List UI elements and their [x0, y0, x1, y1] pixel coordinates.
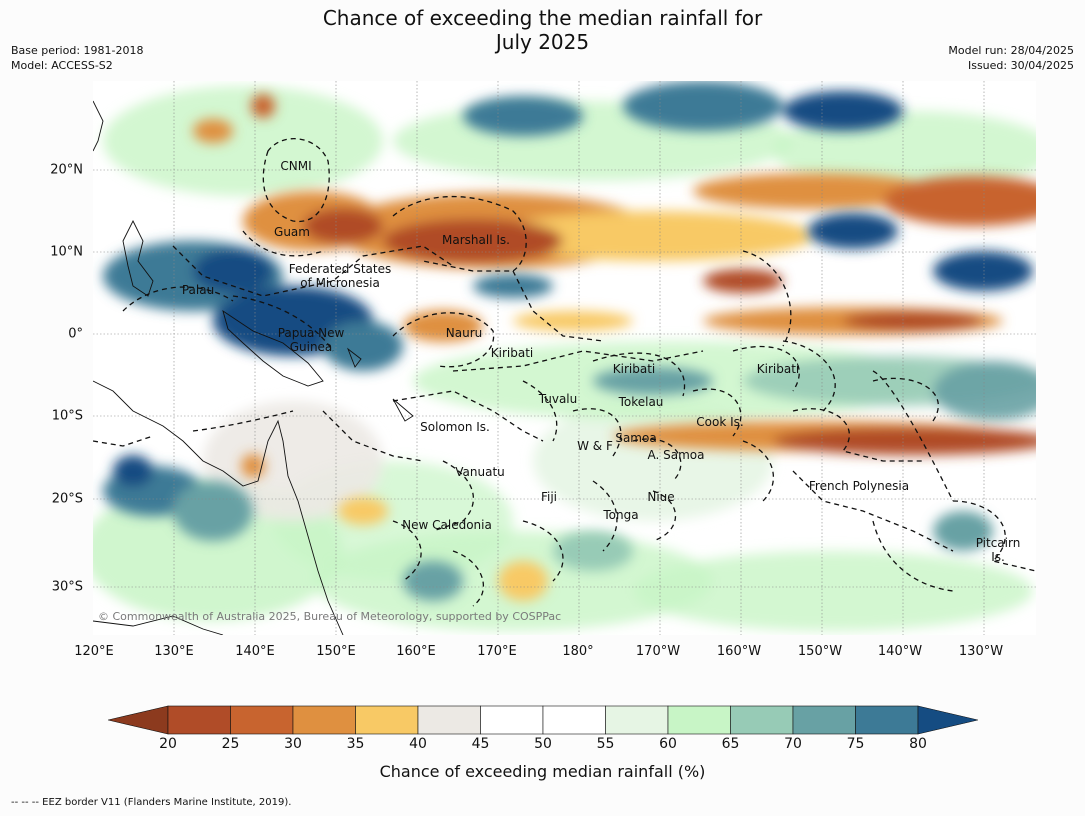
region-label-kiribati-east: Kiribati — [756, 362, 800, 376]
colorbar-tick-label: 50 — [534, 736, 552, 752]
colorbar-segments — [108, 705, 978, 735]
colorbar-segment — [667, 705, 731, 735]
region-label-nauru: Nauru — [445, 326, 483, 340]
title-line-2: July 2025 — [495, 30, 590, 54]
colorbar-segment — [355, 705, 419, 735]
model-run: Model run: 28/04/2025 — [948, 44, 1074, 57]
title-line-1: Chance of exceeding the median rainfall … — [322, 6, 763, 30]
graticule — [93, 81, 1036, 635]
lat-tick-label: 10°N — [50, 244, 83, 260]
map-title: Chance of exceeding the median rainfall … — [0, 6, 1085, 54]
colorbar-extend-high — [917, 705, 978, 735]
region-label-niue: Niue — [647, 490, 675, 504]
region-label-palau: Palau — [181, 283, 215, 297]
region-label-micronesia: Federated States of Micronesia — [288, 262, 392, 290]
colorbar-tick-label: 60 — [659, 736, 677, 752]
colorbar-tick-label: 70 — [784, 736, 802, 752]
colorbar-segment — [542, 705, 606, 735]
colorbar-segment — [230, 705, 294, 735]
lon-tick-label: 140°W — [877, 644, 923, 659]
colorbar-segment — [167, 705, 231, 735]
issued-date: Issued: 30/04/2025 — [967, 59, 1074, 72]
lon-tick-label: 160°E — [396, 644, 436, 659]
colorbar-segment — [292, 705, 356, 735]
region-label-kiribati-central: Kiribati — [612, 362, 656, 376]
region-label-pitcairn-is: Pitcairn Is. — [975, 536, 1021, 564]
colorbar-tick-label: 30 — [284, 736, 302, 752]
region-label-tokelau: Tokelau — [618, 395, 664, 409]
colorbar-tick-label: 75 — [846, 736, 865, 752]
colorbar-tick-label: 35 — [346, 736, 365, 752]
colorbar-title: Chance of exceeding median rainfall (%) — [379, 762, 706, 781]
region-label-wallis-futuna: W & F — [577, 439, 613, 453]
colorbar-tick-label: 65 — [721, 736, 740, 752]
region-label-guam: Guam — [274, 225, 310, 239]
colorbar-segment — [855, 705, 919, 735]
lat-tick-label: 20°S — [51, 491, 83, 507]
region-label-kiribati-west: Kiribati — [490, 346, 534, 360]
copyright-notice: © Commonwealth of Australia 2025, Bureau… — [98, 610, 562, 623]
colorbar-tick-label: 45 — [471, 736, 490, 752]
region-label-tonga: Tonga — [603, 508, 639, 522]
eez-legend-footer: -- -- -- EEZ border V11 (Flanders Marine… — [11, 797, 292, 808]
colorbar-tick-label: 55 — [596, 736, 615, 752]
coastlines — [93, 100, 414, 635]
colorbar-segment — [480, 705, 544, 735]
model-name: Model: ACCESS-S2 — [11, 59, 113, 72]
lat-tick-label: 0° — [68, 326, 83, 342]
region-label-cnmi: CNMI — [280, 159, 312, 173]
wet-anomaly-band — [103, 81, 1033, 601]
rainfall-map — [93, 81, 1036, 635]
lon-tick-label: 150°E — [316, 644, 356, 659]
region-label-american-samoa: A. Samoa — [647, 448, 705, 462]
region-label-french-polynesia: French Polynesia — [808, 479, 910, 493]
region-label-vanuatu: Vanuatu — [455, 465, 505, 479]
colorbar-tick-label: 80 — [909, 736, 927, 752]
lat-tick-label: 30°S — [51, 579, 83, 595]
base-period: Base period: 1981-2018 — [11, 44, 144, 57]
region-label-new-caledonia: New Caledonia — [402, 518, 492, 532]
region-label-marshall-is: Marshall Is. — [442, 233, 510, 247]
map-panel — [93, 81, 1036, 635]
colorbar-extend-low — [108, 705, 169, 735]
region-label-solomon-is: Solomon Is. — [420, 420, 490, 434]
lon-tick-label: 120°E — [74, 644, 114, 659]
lon-tick-label: 130°E — [154, 644, 194, 659]
lon-tick-label: 150°W — [797, 644, 843, 659]
lon-tick-label: 140°E — [235, 644, 275, 659]
meta-left: Base period: 1981-2018 Model: ACCESS-S2 — [11, 43, 143, 73]
colorbar-segment — [730, 705, 794, 735]
lon-tick-label: 170°E — [477, 644, 517, 659]
region-label-samoa: Samoa — [615, 431, 657, 445]
colorbar-segment — [605, 705, 669, 735]
colorbar-segment — [417, 705, 481, 735]
colorbar-tick-label: 40 — [409, 736, 427, 752]
eez-borders — [93, 138, 1036, 607]
lat-tick-label: 20°N — [50, 162, 83, 178]
lon-tick-label: 130°W — [958, 644, 1004, 659]
colorbar — [108, 705, 978, 735]
colorbar-segment — [792, 705, 856, 735]
colorbar-tick-label: 25 — [221, 736, 240, 752]
meta-right: Model run: 28/04/2025 Issued: 30/04/2025 — [948, 43, 1074, 73]
region-label-fiji: Fiji — [540, 490, 558, 504]
region-label-tuvalu: Tuvalu — [538, 392, 578, 406]
lon-tick-label: 180° — [562, 644, 594, 659]
dry-anomaly-band — [193, 94, 1036, 601]
lon-tick-label: 160°W — [716, 644, 762, 659]
colorbar-tick-label: 20 — [159, 736, 177, 752]
region-label-cook-is: Cook Is. — [696, 415, 744, 429]
lat-tick-label: 10°S — [51, 408, 83, 424]
region-label-papua-new-guinea: Papua New Guinea — [277, 326, 345, 354]
lon-tick-label: 170°W — [635, 644, 681, 659]
